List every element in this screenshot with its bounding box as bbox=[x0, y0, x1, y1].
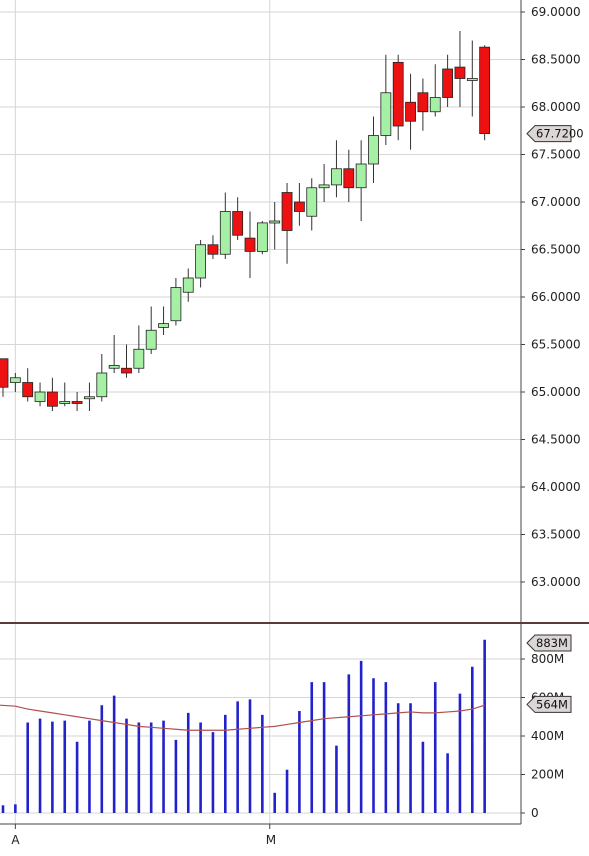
candle-body bbox=[443, 69, 453, 98]
candle-body bbox=[467, 79, 477, 81]
candle-body bbox=[84, 397, 94, 399]
candle-body bbox=[220, 212, 230, 255]
candle-body bbox=[344, 169, 354, 188]
price-tick-label: 65.5000 bbox=[531, 338, 581, 352]
price-tick-label: 63.5000 bbox=[531, 528, 581, 542]
candle-body bbox=[159, 324, 169, 328]
price-tick-label: 65.0000 bbox=[531, 385, 581, 399]
price-tick-label: 68.5000 bbox=[531, 53, 581, 67]
price-tick-label: 64.0000 bbox=[531, 480, 581, 494]
candle-body bbox=[406, 102, 416, 121]
candle-body bbox=[47, 392, 57, 406]
candle-body bbox=[356, 164, 366, 188]
candle-body bbox=[430, 98, 440, 112]
candle-body bbox=[0, 359, 8, 388]
candle-body bbox=[183, 278, 193, 292]
price-tick-label: 66.5000 bbox=[531, 243, 581, 257]
candle-body bbox=[97, 373, 107, 397]
candle-body bbox=[72, 402, 82, 404]
candle-body bbox=[393, 62, 403, 126]
x-tick-label: A bbox=[11, 833, 20, 847]
current-volume-flag: 883M bbox=[527, 635, 571, 651]
candle-body bbox=[282, 193, 292, 231]
candle-body bbox=[369, 136, 379, 165]
volume-tick-label: 200M bbox=[531, 768, 564, 782]
price-tick-label: 67.0000 bbox=[531, 195, 581, 209]
candle-body bbox=[245, 238, 255, 251]
candle-body bbox=[171, 288, 181, 321]
candle-body bbox=[480, 47, 490, 133]
moving-average-flag-text: 564M bbox=[536, 697, 568, 711]
candle-body bbox=[109, 365, 119, 368]
candle-body bbox=[134, 349, 144, 368]
volume-tick-label: 800M bbox=[531, 652, 564, 666]
candle-body bbox=[257, 223, 267, 252]
price-tick-label: 63.0000 bbox=[531, 575, 581, 589]
candle-body bbox=[60, 402, 70, 404]
candle-body bbox=[196, 245, 206, 278]
candle-body bbox=[455, 67, 465, 78]
candle-body bbox=[270, 221, 280, 223]
candle-body bbox=[381, 93, 391, 136]
candle-body bbox=[10, 378, 20, 383]
candle-body bbox=[122, 368, 132, 373]
x-tick-label: M bbox=[266, 833, 276, 847]
candle-body bbox=[23, 383, 33, 397]
price-tick-label: 64.5000 bbox=[531, 433, 581, 447]
candle-body bbox=[418, 93, 428, 112]
volume-tick-label: 400M bbox=[531, 729, 564, 743]
candle-body bbox=[331, 169, 341, 185]
last-price-flag-text: 67.7200 bbox=[536, 127, 584, 141]
price-tick-label: 68.0000 bbox=[531, 100, 581, 114]
candle-body bbox=[319, 185, 329, 188]
current-volume-flag-text: 883M bbox=[536, 636, 568, 650]
candle-body bbox=[307, 188, 317, 217]
price-tick-label: 69.0000 bbox=[531, 5, 581, 19]
price-tick-label: 66.0000 bbox=[531, 290, 581, 304]
candle-body bbox=[294, 202, 304, 212]
candle-body bbox=[208, 245, 218, 255]
candle-body bbox=[233, 212, 243, 236]
candle-body bbox=[146, 330, 156, 349]
candle-body bbox=[35, 392, 45, 402]
volume-tick-label: 0 bbox=[531, 806, 539, 820]
last-price-flag: 67.7200 bbox=[527, 126, 584, 142]
moving-average-flag: 564M bbox=[527, 696, 571, 712]
price-tick-label: 67.5000 bbox=[531, 148, 581, 162]
